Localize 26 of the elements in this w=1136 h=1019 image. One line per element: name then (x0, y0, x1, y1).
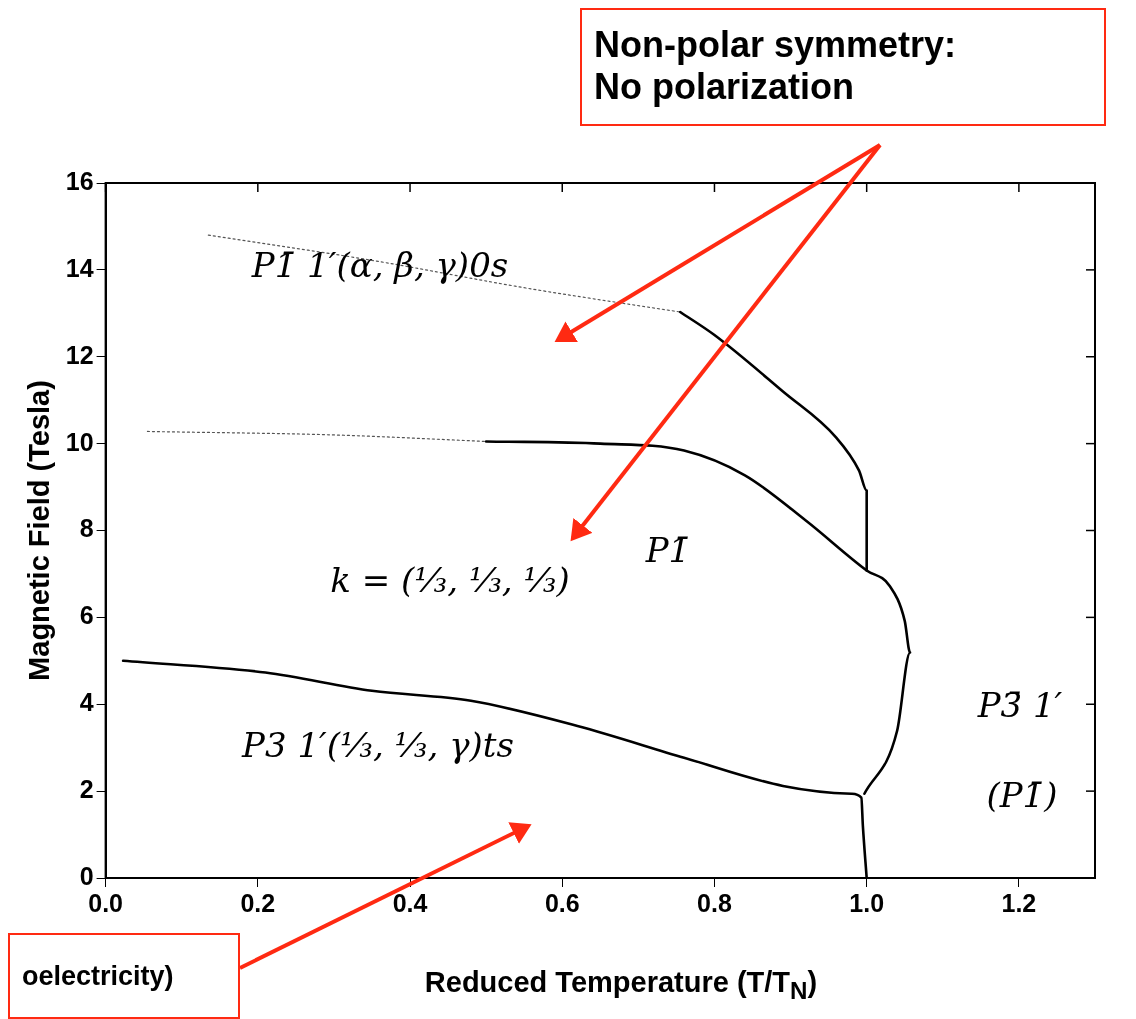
annotation: P1̄ (645, 530, 691, 570)
y-tick-label: 12 (65, 340, 94, 369)
annotation: P1̄ 1′(α, β, γ)0s (251, 245, 509, 285)
y-tick-label: 0 (79, 861, 94, 890)
y-tick-label: 2 (79, 775, 94, 804)
y-tick-label: 16 (65, 166, 94, 195)
text: oelectricity) (22, 960, 174, 992)
y-tick-label: 14 (65, 253, 94, 282)
x-tick-label: 0.8 (697, 888, 732, 917)
x-tick-label: 0.2 (240, 888, 276, 917)
y-tick-label: 8 (79, 514, 94, 543)
x-tick-label: 0.4 (392, 888, 428, 917)
x-tick-label: 1.0 (849, 888, 885, 917)
y-tick-label: 6 (79, 601, 94, 630)
annotation: (P1̄) (986, 775, 1058, 815)
x-tick-label: 0.0 (88, 888, 123, 917)
text: Non-polar symmetry: No polarization (594, 24, 958, 108)
x-tick-label: 1.2 (1001, 888, 1037, 917)
y-axis-title: Magnetic Field (Tesla) (23, 380, 56, 681)
annotation: k = (⅓, ⅓, ⅓) (330, 560, 570, 600)
x-axis-title: Reduced Temperature (T/T$_{N}$) (424, 966, 818, 1004)
annotation: P3 1′(⅓, ⅓, γ)ts (242, 725, 514, 765)
y-tick-label: 10 (65, 427, 94, 456)
annotation: P3̄ 1′ (977, 685, 1063, 725)
y-tick-label: 4 (79, 688, 94, 717)
x-tick-label: 0.6 (544, 888, 580, 917)
